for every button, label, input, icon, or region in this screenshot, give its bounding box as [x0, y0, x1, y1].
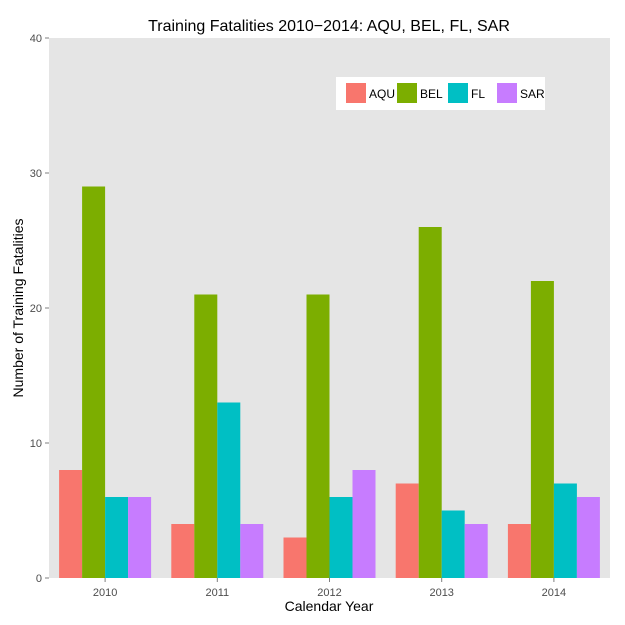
- x-tick-label: 2012: [317, 587, 341, 599]
- legend-label-fl: FL: [471, 87, 485, 101]
- y-tick-label: 0: [36, 573, 42, 585]
- legend-key-sar: [497, 83, 517, 103]
- x-axis-title: Calendar Year: [285, 598, 374, 614]
- bar-aqu-2014: [507, 524, 531, 578]
- legend-key-fl: [448, 83, 468, 103]
- bar-bel-2013: [418, 227, 442, 578]
- bar-bel-2014: [530, 281, 554, 578]
- bar-bel-2010: [82, 186, 106, 578]
- bar-fl-2014: [553, 483, 577, 578]
- legend-label-bel: BEL: [420, 87, 443, 101]
- x-tick-label: 2011: [205, 587, 229, 599]
- legend-label-sar: SAR: [520, 87, 545, 101]
- bar-sar-2010: [128, 497, 152, 578]
- y-tick-label: 30: [30, 168, 42, 180]
- y-tick-label: 10: [30, 438, 42, 450]
- y-tick-label: 20: [30, 303, 42, 315]
- bar-sar-2014: [576, 497, 600, 578]
- bar-aqu-2010: [59, 470, 83, 578]
- legend-key-aqu: [346, 83, 366, 103]
- legend-key-bel: [397, 83, 417, 103]
- y-tick-label: 40: [30, 33, 42, 45]
- legend: AQU BEL FL SAR: [336, 77, 545, 110]
- bar-bel-2011: [194, 294, 218, 578]
- bar-bel-2012: [306, 294, 330, 578]
- legend-items: AQU BEL FL SAR: [346, 83, 545, 103]
- bar-aqu-2011: [171, 524, 195, 578]
- bar-aqu-2013: [395, 483, 419, 578]
- bar-fl-2012: [329, 497, 353, 578]
- bars-layer: [59, 186, 600, 578]
- bar-fl-2010: [105, 497, 129, 578]
- x-tick-label: 2013: [429, 587, 453, 599]
- bar-aqu-2012: [283, 537, 307, 578]
- bar-fl-2011: [217, 402, 241, 578]
- chart-title: Training Fatalities 2010−2014: AQU, BEL,…: [148, 18, 510, 35]
- axis-layer: 2010 2011 2012 2013 2014 0 10 20 30 40: [30, 33, 566, 599]
- x-tick-label: 2014: [542, 587, 566, 599]
- bar-sar-2012: [352, 470, 376, 578]
- x-tick-label: 2010: [93, 587, 117, 599]
- bar-fl-2013: [441, 510, 465, 578]
- y-axis-title: Number of Training Fatalities: [10, 219, 26, 398]
- bar-sar-2011: [240, 524, 264, 578]
- legend-label-aqu: AQU: [369, 87, 395, 101]
- bar-sar-2013: [464, 524, 488, 578]
